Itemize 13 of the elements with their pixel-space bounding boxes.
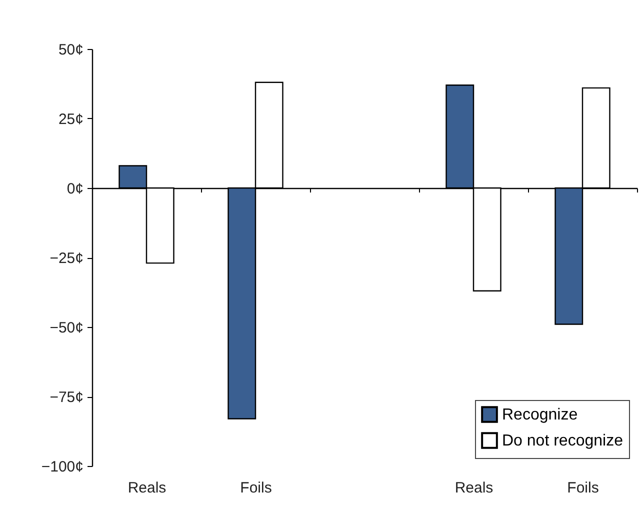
y-tick-label: −75¢ xyxy=(50,389,84,406)
legend-label: Recognize xyxy=(502,406,578,424)
y-tick-label: −100¢ xyxy=(41,458,84,476)
y-tick-label: 25¢ xyxy=(58,111,84,128)
legend-label: Do not recognize xyxy=(502,432,624,450)
y-tick-label: −50¢ xyxy=(50,320,84,336)
y-tick-label: 0¢ xyxy=(66,180,84,198)
y-tick-label: 50¢ xyxy=(58,42,84,58)
x-tick-label: Foils xyxy=(240,480,272,496)
y-tick-label: −25¢ xyxy=(50,250,84,267)
x-tick-label: Foils xyxy=(567,480,599,496)
x-tick-label: Reals xyxy=(454,480,494,496)
x-tick-label: Reals xyxy=(128,480,166,496)
